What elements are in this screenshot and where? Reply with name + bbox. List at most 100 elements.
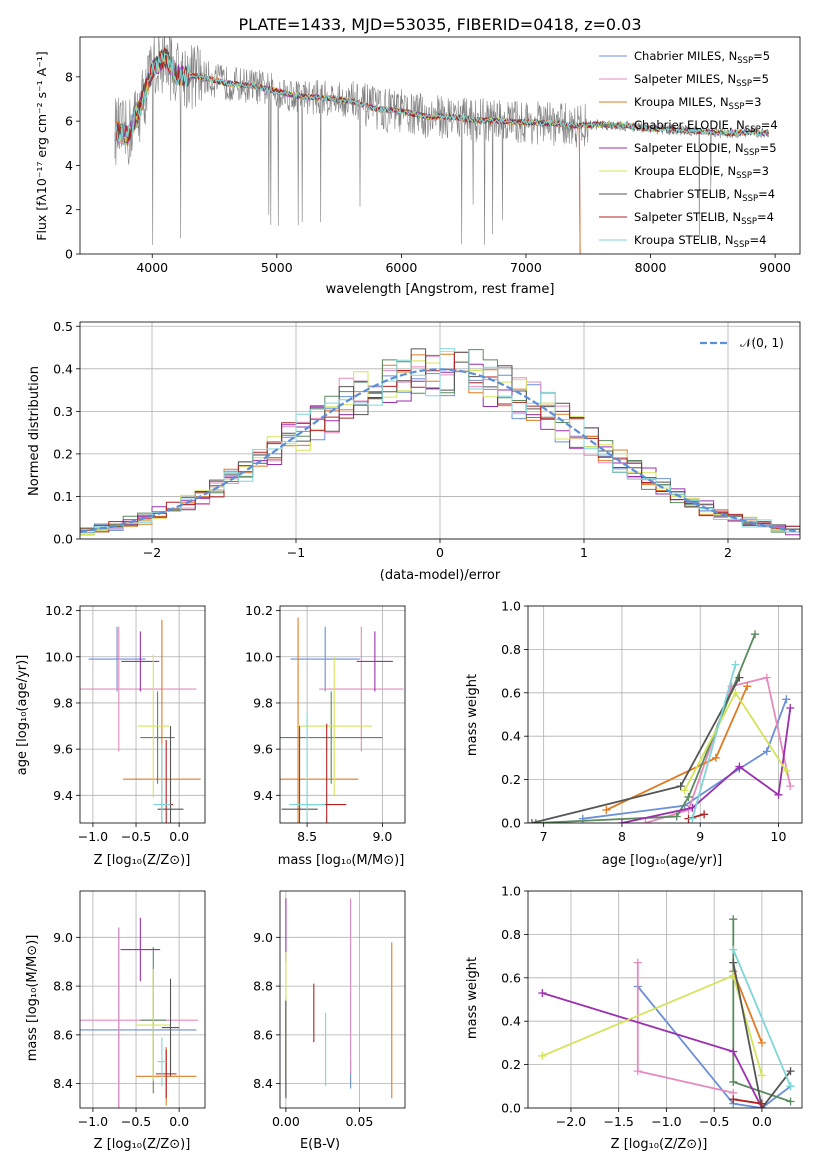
y-tick-label: 9.0 — [253, 930, 273, 945]
weight-marker-chabrier_elodie — [729, 915, 738, 924]
age-z-xlabel: Z [log₁₀(Z/Z⊙)] — [94, 853, 191, 868]
weight-marker-chabrier_stelib — [676, 782, 685, 791]
weight-line-kroupa_stelib — [732, 949, 792, 1087]
weight-marker-salpeter_stelib — [757, 1099, 766, 1108]
x-tick-label: −0.5 — [121, 1114, 151, 1129]
weight-line-salpeter_stelib — [688, 813, 705, 820]
x-tick-label: 7000 — [510, 260, 542, 275]
mass_vs_Z-frame — [79, 890, 206, 1109]
y-tick-label: 9.4 — [53, 788, 73, 803]
mass-z-xlabel: Z [log₁₀(Z/Z⊙)] — [94, 1137, 191, 1152]
weight-line-salpeter_miles — [645, 676, 792, 823]
weight-marker-chabrier_stelib — [729, 958, 738, 967]
y-tick-label: 1.0 — [501, 599, 521, 614]
y-tick-label: 9.0 — [53, 930, 73, 945]
weight-marker-salpeter_miles — [633, 1067, 642, 1076]
weight-line-salpeter_stelib — [733, 1098, 763, 1105]
y-tick-label: 10.0 — [245, 649, 273, 664]
spectrum-frame — [79, 36, 801, 255]
weight-line-chabrier_stelib — [732, 962, 792, 1108]
legend-label-sub: SSP — [737, 56, 753, 66]
mass_vs_Z-axes: −1.0 −0.5 0.0 8.4 8.6 8.8 9.0 — [53, 890, 206, 1129]
y-tick-label: 0.5 — [53, 319, 73, 334]
spectrum-frame-group: 4000 5000 6000 7000 8000 9000 0 2 4 6 8 Chabrier MI… — [65, 36, 801, 275]
y-tick-label: 0.3 — [53, 404, 73, 419]
weight-line-salpeter_elodie — [621, 707, 792, 823]
weight-marker-salpeter_elodie — [786, 703, 795, 712]
x-tick-label: 6000 — [385, 260, 417, 275]
legend-label-suffix: =3 — [752, 164, 769, 178]
weight-marker-kroupa_elodie — [680, 786, 689, 795]
y-tick-label: 0 — [65, 247, 73, 262]
y-tick-label: 8.4 — [53, 1076, 73, 1091]
x-tick-label: 8000 — [635, 260, 667, 275]
mass-z-ylabel: mass [log₁₀(M/M⊙)] — [25, 935, 40, 1062]
weight-marker-salpeter_elodie — [729, 1047, 738, 1056]
weight-marker-kroupa_miles — [743, 682, 752, 691]
legend-label-sub: SSP — [744, 148, 760, 158]
x-tick-label: 0.00 — [272, 1114, 300, 1129]
mass_vs_Z-plot-area — [80, 917, 199, 1108]
legend-label-suffix: =5 — [760, 141, 777, 155]
weight-age-xlabel: age [log₁₀(age/yr)] — [602, 853, 723, 868]
age_vs_Z-frame-group: −1.0 −0.5 0.0 9.4 9.6 9.8 10.0 10.2 — [45, 603, 206, 844]
weight-marker-chabrier_stelib — [735, 673, 744, 682]
gaussian-curve — [80, 368, 800, 533]
y-tick-label: 9.6 — [253, 742, 273, 757]
y-tick-label: 8.6 — [253, 1027, 273, 1042]
legend-label-main: Salpeter STELIB, N — [634, 210, 741, 224]
spectrum-axes: 4000 5000 6000 7000 8000 9000 0 2 4 6 8 Chabrier MI… — [65, 36, 801, 275]
weight-marker-kroupa_elodie — [538, 1051, 547, 1060]
y-tick-label: 8.8 — [253, 979, 273, 994]
legend-label-main: Kroupa STELIB, N — [634, 233, 734, 247]
x-tick-label: 0.0 — [169, 829, 189, 844]
legend-label-main: Chabrier ELODIE, N — [634, 118, 745, 132]
spectrum-plot-area — [114, 37, 770, 254]
weight-marker-chabrier_elodie — [729, 1077, 738, 1086]
y-tick-label: 0.2 — [501, 772, 521, 787]
y-tick-label: 0.8 — [501, 927, 521, 942]
y-tick-label: 10.0 — [45, 649, 73, 664]
weight-marker-chabrier_elodie — [786, 1097, 795, 1106]
x-tick-label: 0.0 — [752, 1114, 772, 1129]
legend-label-suffix: =3 — [744, 95, 761, 109]
y-tick-label: 8 — [65, 69, 73, 84]
weight-marker-salpeter_elodie — [538, 988, 547, 997]
y-tick-label: 9.8 — [53, 695, 73, 710]
x-tick-label: 0.0 — [169, 1114, 189, 1129]
y-tick-label: 0.1 — [53, 489, 73, 504]
legend-label: Salpeter STELIB, NSSP=4 — [634, 210, 774, 227]
mass-ebv-xlabel: E(B-V) — [300, 1137, 340, 1152]
residuals-plot-area — [80, 348, 800, 536]
legend-label-sub: SSP — [745, 125, 761, 135]
legend-label-sub: SSP — [742, 194, 758, 204]
residuals-ylabel: Normed distribution — [27, 366, 42, 496]
legend-label: Kroupa ELODIE, NSSP=3 — [634, 164, 769, 181]
y-tick-label: 0.6 — [501, 970, 521, 985]
legend-label-main: Salpeter ELODIE, N — [634, 141, 744, 155]
mass_vs_ebv-frame-group: 0.00 0.05 8.4 8.6 8.8 9.0 — [253, 890, 406, 1129]
weight-marker-salpeter_elodie — [774, 790, 783, 799]
x-tick-label: −1.0 — [651, 1114, 681, 1129]
weight-marker-chabrier_elodie — [672, 812, 681, 821]
mass_weight_vs_Z-frame — [527, 890, 803, 1109]
x-tick-label: 5000 — [261, 260, 293, 275]
age-mass-xlabel: mass [log₁₀(M/M⊙)] — [278, 853, 405, 868]
y-tick-label: 8.4 — [253, 1076, 273, 1091]
age_vs_mass-frame — [279, 605, 406, 824]
weight-marker-kroupa_stelib — [786, 1082, 795, 1091]
weight-marker-salpeter_miles — [641, 819, 650, 823]
legend-label-sub: SSP — [734, 240, 750, 250]
legend-label-sub: SSP — [729, 102, 745, 112]
age_vs_mass-plot-area — [280, 617, 404, 823]
legend-label-suffix: =4 — [761, 118, 778, 132]
x-tick-label: 4000 — [136, 260, 168, 275]
weight-marker-salpeter_miles — [762, 673, 771, 682]
x-tick-label: 9000 — [759, 260, 791, 275]
y-tick-label: 0.6 — [501, 685, 521, 700]
legend-label: Chabrier ELODIE, NSSP=4 — [634, 118, 778, 135]
weight-line-chabrier_miles — [582, 698, 788, 820]
y-tick-label: 6 — [65, 114, 73, 129]
